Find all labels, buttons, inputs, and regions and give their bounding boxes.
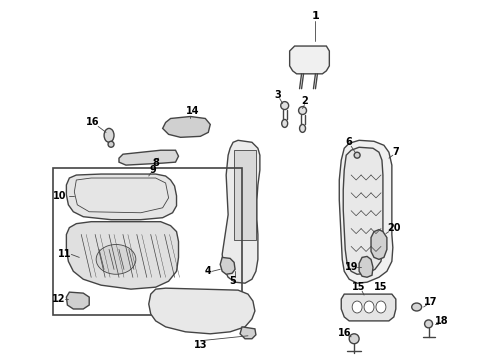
- Polygon shape: [359, 256, 373, 277]
- Ellipse shape: [412, 303, 421, 311]
- Text: 7: 7: [392, 147, 399, 157]
- Polygon shape: [163, 117, 210, 137]
- Polygon shape: [66, 174, 176, 220]
- Ellipse shape: [354, 152, 360, 158]
- Ellipse shape: [282, 120, 288, 127]
- Text: 14: 14: [186, 105, 199, 116]
- Text: 18: 18: [435, 316, 448, 326]
- Ellipse shape: [349, 334, 359, 344]
- Ellipse shape: [352, 301, 362, 313]
- Polygon shape: [119, 150, 178, 165]
- Polygon shape: [220, 257, 235, 274]
- Text: 19: 19: [345, 262, 359, 272]
- Text: 12: 12: [52, 294, 65, 304]
- Text: 4: 4: [205, 266, 212, 276]
- Polygon shape: [222, 140, 260, 283]
- Ellipse shape: [298, 107, 307, 114]
- Text: 2: 2: [301, 96, 308, 105]
- Text: 5: 5: [230, 276, 237, 286]
- Text: 11: 11: [58, 249, 71, 260]
- Polygon shape: [240, 327, 256, 339]
- Ellipse shape: [108, 141, 114, 147]
- Text: 16: 16: [86, 117, 100, 127]
- Ellipse shape: [425, 320, 433, 328]
- Text: 1: 1: [312, 11, 319, 21]
- Bar: [53, 168, 242, 315]
- Polygon shape: [343, 147, 383, 274]
- Polygon shape: [290, 46, 329, 74]
- Text: 15: 15: [352, 282, 366, 292]
- Ellipse shape: [281, 102, 289, 109]
- Polygon shape: [66, 222, 178, 289]
- Text: 15: 15: [374, 282, 388, 292]
- Polygon shape: [371, 230, 387, 260]
- Ellipse shape: [299, 125, 306, 132]
- Text: 10: 10: [53, 191, 66, 201]
- Text: 16: 16: [338, 328, 351, 338]
- Polygon shape: [341, 294, 396, 321]
- Polygon shape: [339, 140, 393, 283]
- Ellipse shape: [376, 301, 386, 313]
- Text: 13: 13: [194, 340, 207, 350]
- Text: 3: 3: [274, 90, 281, 100]
- Polygon shape: [149, 288, 255, 334]
- Polygon shape: [234, 150, 256, 239]
- Ellipse shape: [104, 129, 114, 142]
- Ellipse shape: [96, 244, 136, 274]
- Text: 17: 17: [424, 297, 437, 307]
- Text: 8: 8: [152, 158, 159, 168]
- Polygon shape: [66, 292, 89, 309]
- Text: 6: 6: [346, 137, 353, 147]
- Text: 9: 9: [149, 165, 156, 175]
- Ellipse shape: [364, 301, 374, 313]
- Text: 20: 20: [387, 222, 401, 233]
